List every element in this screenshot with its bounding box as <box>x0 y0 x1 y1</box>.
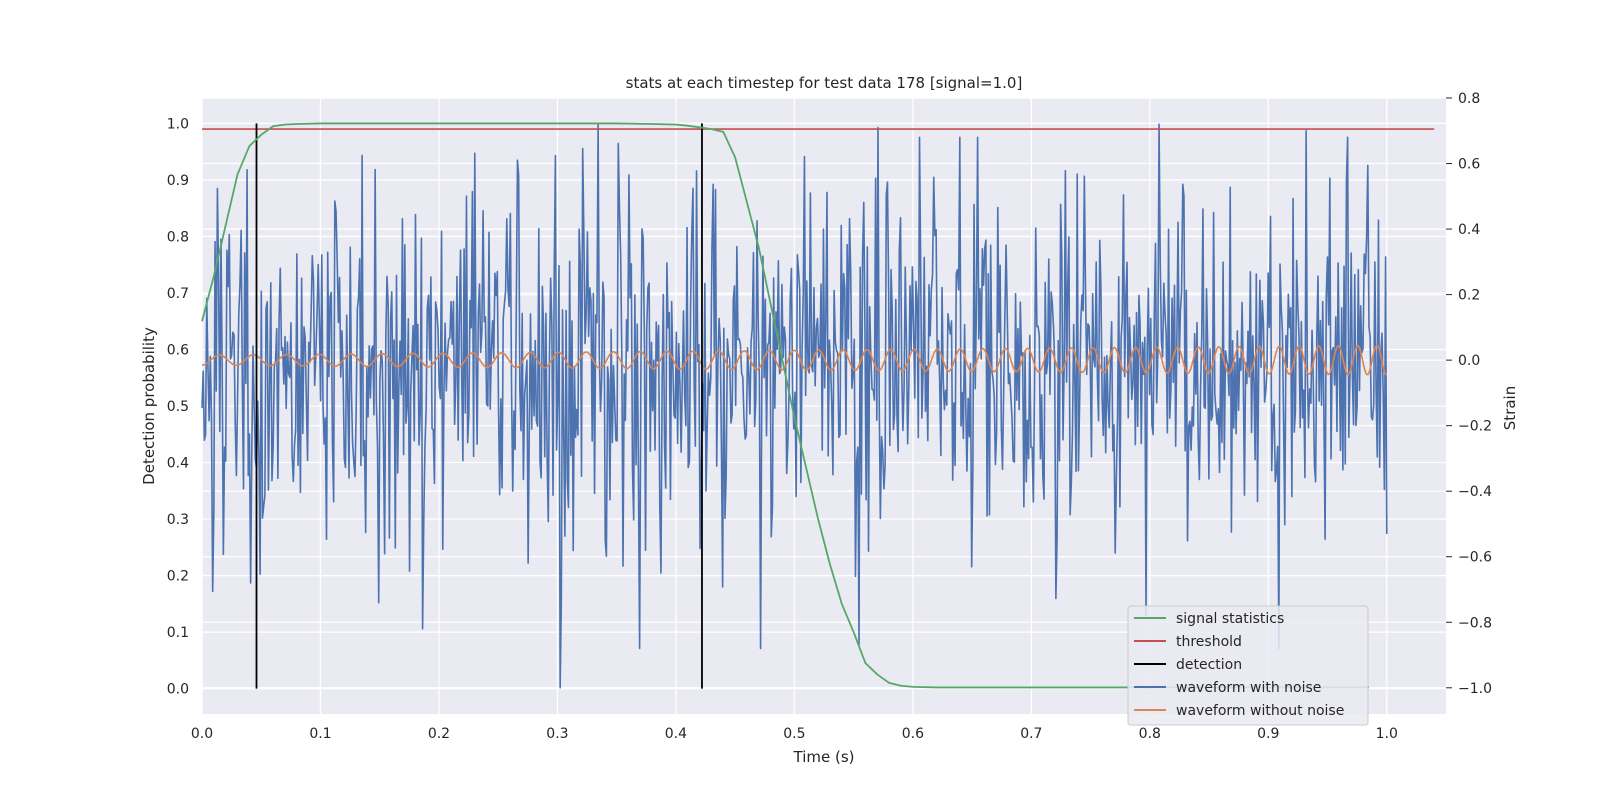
y-tick-label: 0.6 <box>167 342 189 358</box>
x-tick-label: 0.5 <box>783 726 805 742</box>
series-signal-statistics <box>201 122 1369 689</box>
y-tick-label: 0.2 <box>167 569 189 585</box>
x-axis-ticks: 0.0 0.1 0.2 0.3 0.4 0.5 0.6 0.7 0.8 0.9 1.0 <box>191 726 1398 742</box>
series-waveform-without-noise <box>201 344 1388 376</box>
x-tick-label: 0.8 <box>1139 726 1161 742</box>
y2-tick-label: 0.0 <box>1458 353 1480 369</box>
x-tick-label: 0.0 <box>191 726 213 742</box>
x-tick-label: 0.3 <box>546 726 568 742</box>
legend-label-detection: detection <box>1176 657 1242 673</box>
y-tick-label: 0.8 <box>167 229 189 245</box>
x-tick-label: 0.9 <box>1257 726 1279 742</box>
x-tick-label: 0.4 <box>665 726 687 742</box>
y-tick-label: 0.7 <box>167 286 189 302</box>
y2-tick-label: −0.4 <box>1458 484 1492 500</box>
y-tick-label: 1.0 <box>167 116 189 132</box>
x-tick-label: 0.2 <box>428 726 450 742</box>
x-tick-label: 0.6 <box>902 726 924 742</box>
y-tick-label: 0.0 <box>167 682 189 698</box>
legend-label-waveform-with-noise: waveform with noise <box>1176 680 1321 696</box>
y-tick-label: 0.3 <box>167 512 189 528</box>
y-tick-label: 0.1 <box>167 625 189 641</box>
y2-axis-label: Strain <box>1501 386 1519 430</box>
y2-tick-label: 0.4 <box>1458 222 1480 238</box>
y2-tick-label: −1.0 <box>1458 681 1492 697</box>
legend-label-waveform-without-noise: waveform without noise <box>1176 703 1344 719</box>
x-axis-label: Time (s) <box>793 748 855 766</box>
legend-box <box>1127 605 1369 726</box>
legend: signal statistics threshold detection wa… <box>1127 605 1369 726</box>
y2-tick-label: 0.2 <box>1458 288 1480 304</box>
x-tick-label: 0.7 <box>1020 726 1042 742</box>
y2-tick-label: 0.6 <box>1458 157 1480 173</box>
right-axis-ticks: −1.0 −0.8 −0.6 −0.4 −0.2 0.0 0.2 0.4 0.6 0.8 <box>1446 91 1492 697</box>
y2-tick-label: −0.8 <box>1458 615 1492 631</box>
legend-label-signal-statistics: signal statistics <box>1176 611 1284 627</box>
x-tick-label: 0.1 <box>309 726 331 742</box>
series-waveform-with-noise <box>201 123 1388 689</box>
y-tick-label: 0.5 <box>167 399 189 415</box>
y-tick-label: 0.9 <box>167 173 189 189</box>
y-axis-label: Detection probability <box>140 327 158 485</box>
y2-tick-label: 0.8 <box>1458 91 1480 107</box>
y-tick-label: 0.4 <box>167 456 189 472</box>
y2-tick-label: −0.6 <box>1458 550 1492 566</box>
x-tick-label: 1.0 <box>1376 726 1398 742</box>
y2-tick-label: −0.2 <box>1458 419 1492 435</box>
series-layer <box>201 122 1435 689</box>
left-axis-ticks: 0.0 0.1 0.2 0.3 0.4 0.5 0.6 0.7 0.8 0.9 1.0 <box>167 116 189 697</box>
legend-label-threshold: threshold <box>1176 634 1242 650</box>
chart-title: stats at each timestep for test data 178… <box>626 74 1023 92</box>
